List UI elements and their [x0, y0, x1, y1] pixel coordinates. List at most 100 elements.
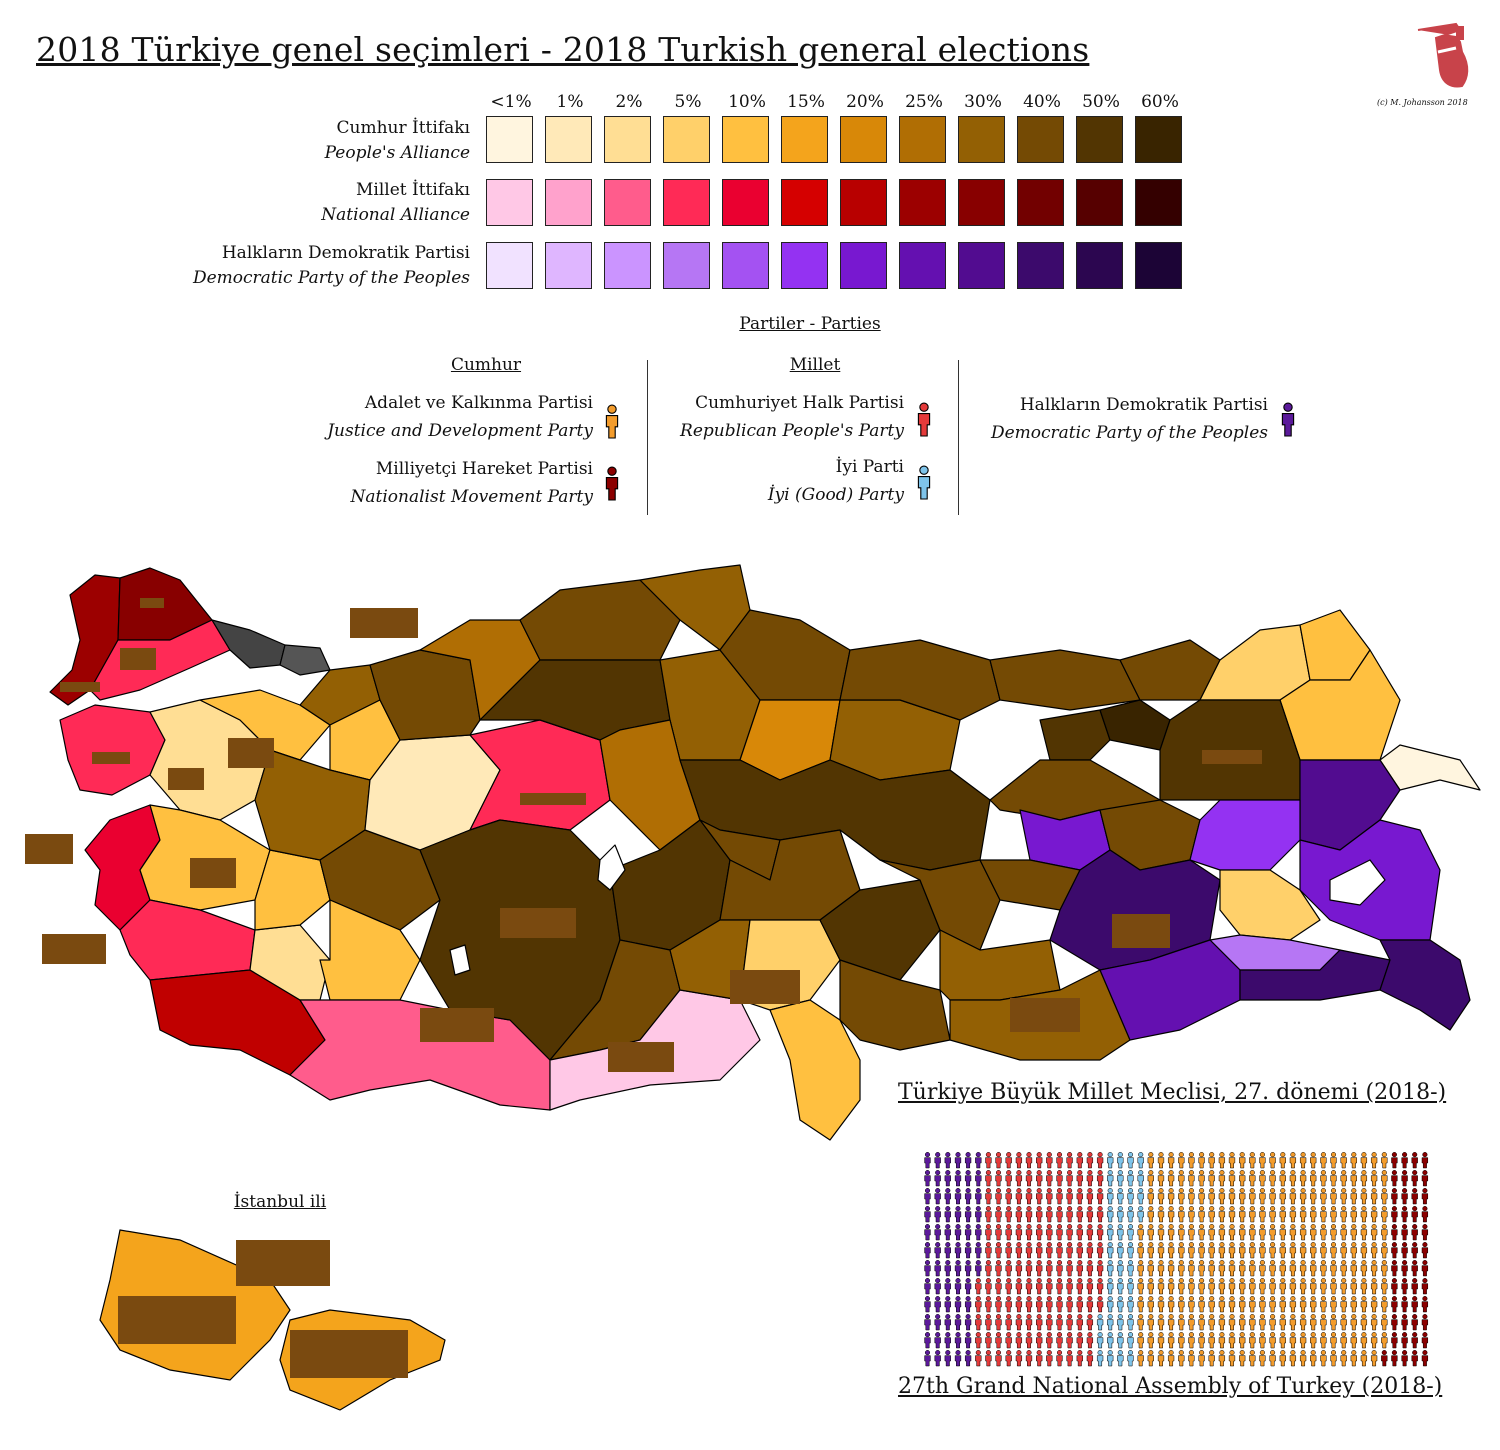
seat-icon — [1076, 1260, 1083, 1277]
seat-icon — [1036, 1242, 1043, 1259]
seat-icon — [1208, 1188, 1215, 1205]
seat-icon — [1036, 1350, 1043, 1367]
seat-icon — [1178, 1314, 1185, 1331]
seat-icon — [1249, 1296, 1256, 1313]
seat-icon — [944, 1260, 951, 1277]
seat-icon — [1350, 1314, 1357, 1331]
party-person-icon — [1280, 402, 1296, 438]
turkey-province-map — [25, 564, 1481, 1141]
scale-label: 30% — [964, 92, 1002, 112]
seat-icon — [1370, 1224, 1378, 1241]
seat-icon — [1015, 1242, 1023, 1259]
seat-icon — [1167, 1350, 1175, 1367]
seat-icon — [1167, 1170, 1175, 1187]
seat-icon — [964, 1350, 972, 1367]
seat-icon — [1239, 1332, 1246, 1349]
seat-icon — [1401, 1278, 1408, 1295]
seat-icon — [1056, 1152, 1063, 1169]
seat-icon — [1096, 1314, 1104, 1331]
seat-icon — [1350, 1170, 1357, 1187]
province-aydin — [119, 899, 256, 981]
seat-icon — [964, 1296, 972, 1313]
seat-icon — [1330, 1278, 1337, 1295]
seat-icon — [1137, 1242, 1144, 1259]
seat-icon — [1401, 1206, 1408, 1223]
seat-icon — [1167, 1260, 1175, 1277]
seat-icon — [1340, 1314, 1347, 1331]
seat-icon — [1360, 1332, 1368, 1349]
seat-icon — [985, 1152, 992, 1169]
seat-icon — [1259, 1296, 1266, 1313]
seat-icon — [1036, 1206, 1043, 1223]
seat-icon — [1340, 1224, 1347, 1241]
seat-icon — [944, 1152, 951, 1169]
seat-icon — [1188, 1260, 1195, 1277]
seat-icon — [985, 1242, 992, 1259]
seat-icon — [995, 1296, 1002, 1313]
seat-icon — [1218, 1224, 1226, 1241]
seat-icon — [1178, 1296, 1185, 1313]
parliament-title-en: 27th Grand National Assembly of Turkey (… — [898, 1374, 1443, 1399]
seat-icon — [954, 1242, 962, 1259]
seat-icon — [1320, 1350, 1327, 1367]
seat-icon — [1046, 1296, 1053, 1313]
scale-swatch — [899, 242, 946, 289]
seat-icon — [1330, 1242, 1337, 1259]
seat-icon — [1025, 1170, 1033, 1187]
seat-icon — [944, 1206, 951, 1223]
seat-icon — [1117, 1242, 1124, 1259]
seat-icon — [924, 1206, 931, 1223]
party-name-en: Republican People's Party — [680, 421, 904, 441]
seat-icon — [1330, 1260, 1337, 1277]
seat-icon — [1259, 1350, 1266, 1367]
seat-icon — [1076, 1224, 1083, 1241]
scale-swatch — [1135, 242, 1182, 289]
seat-icon — [1107, 1278, 1114, 1295]
seat-icon — [1279, 1296, 1286, 1313]
seat-icon — [954, 1224, 962, 1241]
seat-icon — [1401, 1170, 1408, 1187]
party-name: Cumhuriyet Halk Partisi — [695, 393, 904, 413]
seat-icon — [1279, 1314, 1286, 1331]
seat-icon — [1015, 1260, 1023, 1277]
seat-icon — [1137, 1260, 1144, 1277]
seat-icon — [1249, 1206, 1256, 1223]
seat-icon — [1381, 1278, 1388, 1295]
seat-icon — [934, 1260, 941, 1277]
seat-icon — [985, 1278, 992, 1295]
seat-icon — [1350, 1188, 1357, 1205]
seat-icon — [1259, 1170, 1266, 1187]
seat-icon — [1330, 1188, 1337, 1205]
seat-icon — [1259, 1332, 1266, 1349]
seat-icon — [1391, 1332, 1398, 1349]
seat-icon — [1147, 1332, 1154, 1349]
seat-icon — [1350, 1152, 1357, 1169]
seat-icon — [1218, 1170, 1226, 1187]
seat-icon — [1005, 1260, 1012, 1277]
seat-icon — [1127, 1350, 1134, 1367]
seat-icon — [1340, 1188, 1347, 1205]
seat-icon — [1289, 1242, 1297, 1259]
seat-icon — [1076, 1152, 1083, 1169]
seat-icon — [1086, 1188, 1094, 1205]
seat-icon — [1310, 1242, 1317, 1259]
seat-icon — [1289, 1296, 1297, 1313]
seat-icon — [1086, 1332, 1094, 1349]
seat-icon — [1381, 1350, 1388, 1367]
seat-icon — [1117, 1332, 1124, 1349]
axe-logo-icon — [1417, 22, 1469, 88]
seat-icon — [1208, 1242, 1215, 1259]
seat-icon — [1249, 1170, 1256, 1187]
seat-icon — [1107, 1242, 1114, 1259]
seat-icon — [1370, 1188, 1378, 1205]
seat-icon — [1117, 1188, 1124, 1205]
seat-icon — [1401, 1188, 1408, 1205]
seat-icon — [1421, 1188, 1429, 1205]
seat-icon — [985, 1260, 992, 1277]
seat-icon — [1015, 1332, 1023, 1349]
seat-icon — [1330, 1206, 1337, 1223]
seat-icon — [1015, 1188, 1023, 1205]
seat-icon — [1228, 1242, 1236, 1259]
seat-icon — [1391, 1314, 1398, 1331]
seat-icon — [1137, 1152, 1144, 1169]
